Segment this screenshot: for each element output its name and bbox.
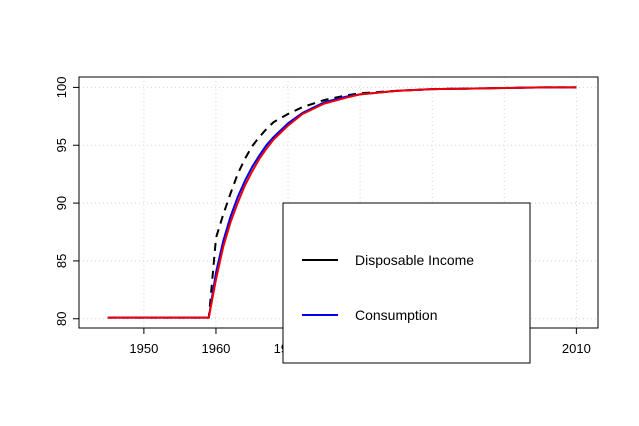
x-tick-label: 1950 bbox=[129, 341, 158, 356]
series-line-disposable-income bbox=[107, 86, 577, 319]
x-tick-label: 1960 bbox=[201, 341, 230, 356]
y-tick-label: 80 bbox=[54, 312, 69, 326]
y-tick-label: 85 bbox=[54, 254, 69, 268]
y-tick-label: 95 bbox=[54, 138, 69, 152]
series-layer bbox=[107, 86, 577, 319]
legend-label: Disposable Income bbox=[355, 252, 474, 268]
series-line-unlabeled-2 bbox=[107, 86, 577, 319]
legend-label: Consumption bbox=[355, 307, 438, 323]
x-tick-label: 2010 bbox=[562, 341, 591, 356]
y-tick-label: 90 bbox=[54, 196, 69, 210]
legend: Disposable Income Consumption bbox=[282, 202, 531, 364]
legend-box bbox=[282, 202, 531, 364]
y-tick-label: 100 bbox=[54, 77, 69, 99]
